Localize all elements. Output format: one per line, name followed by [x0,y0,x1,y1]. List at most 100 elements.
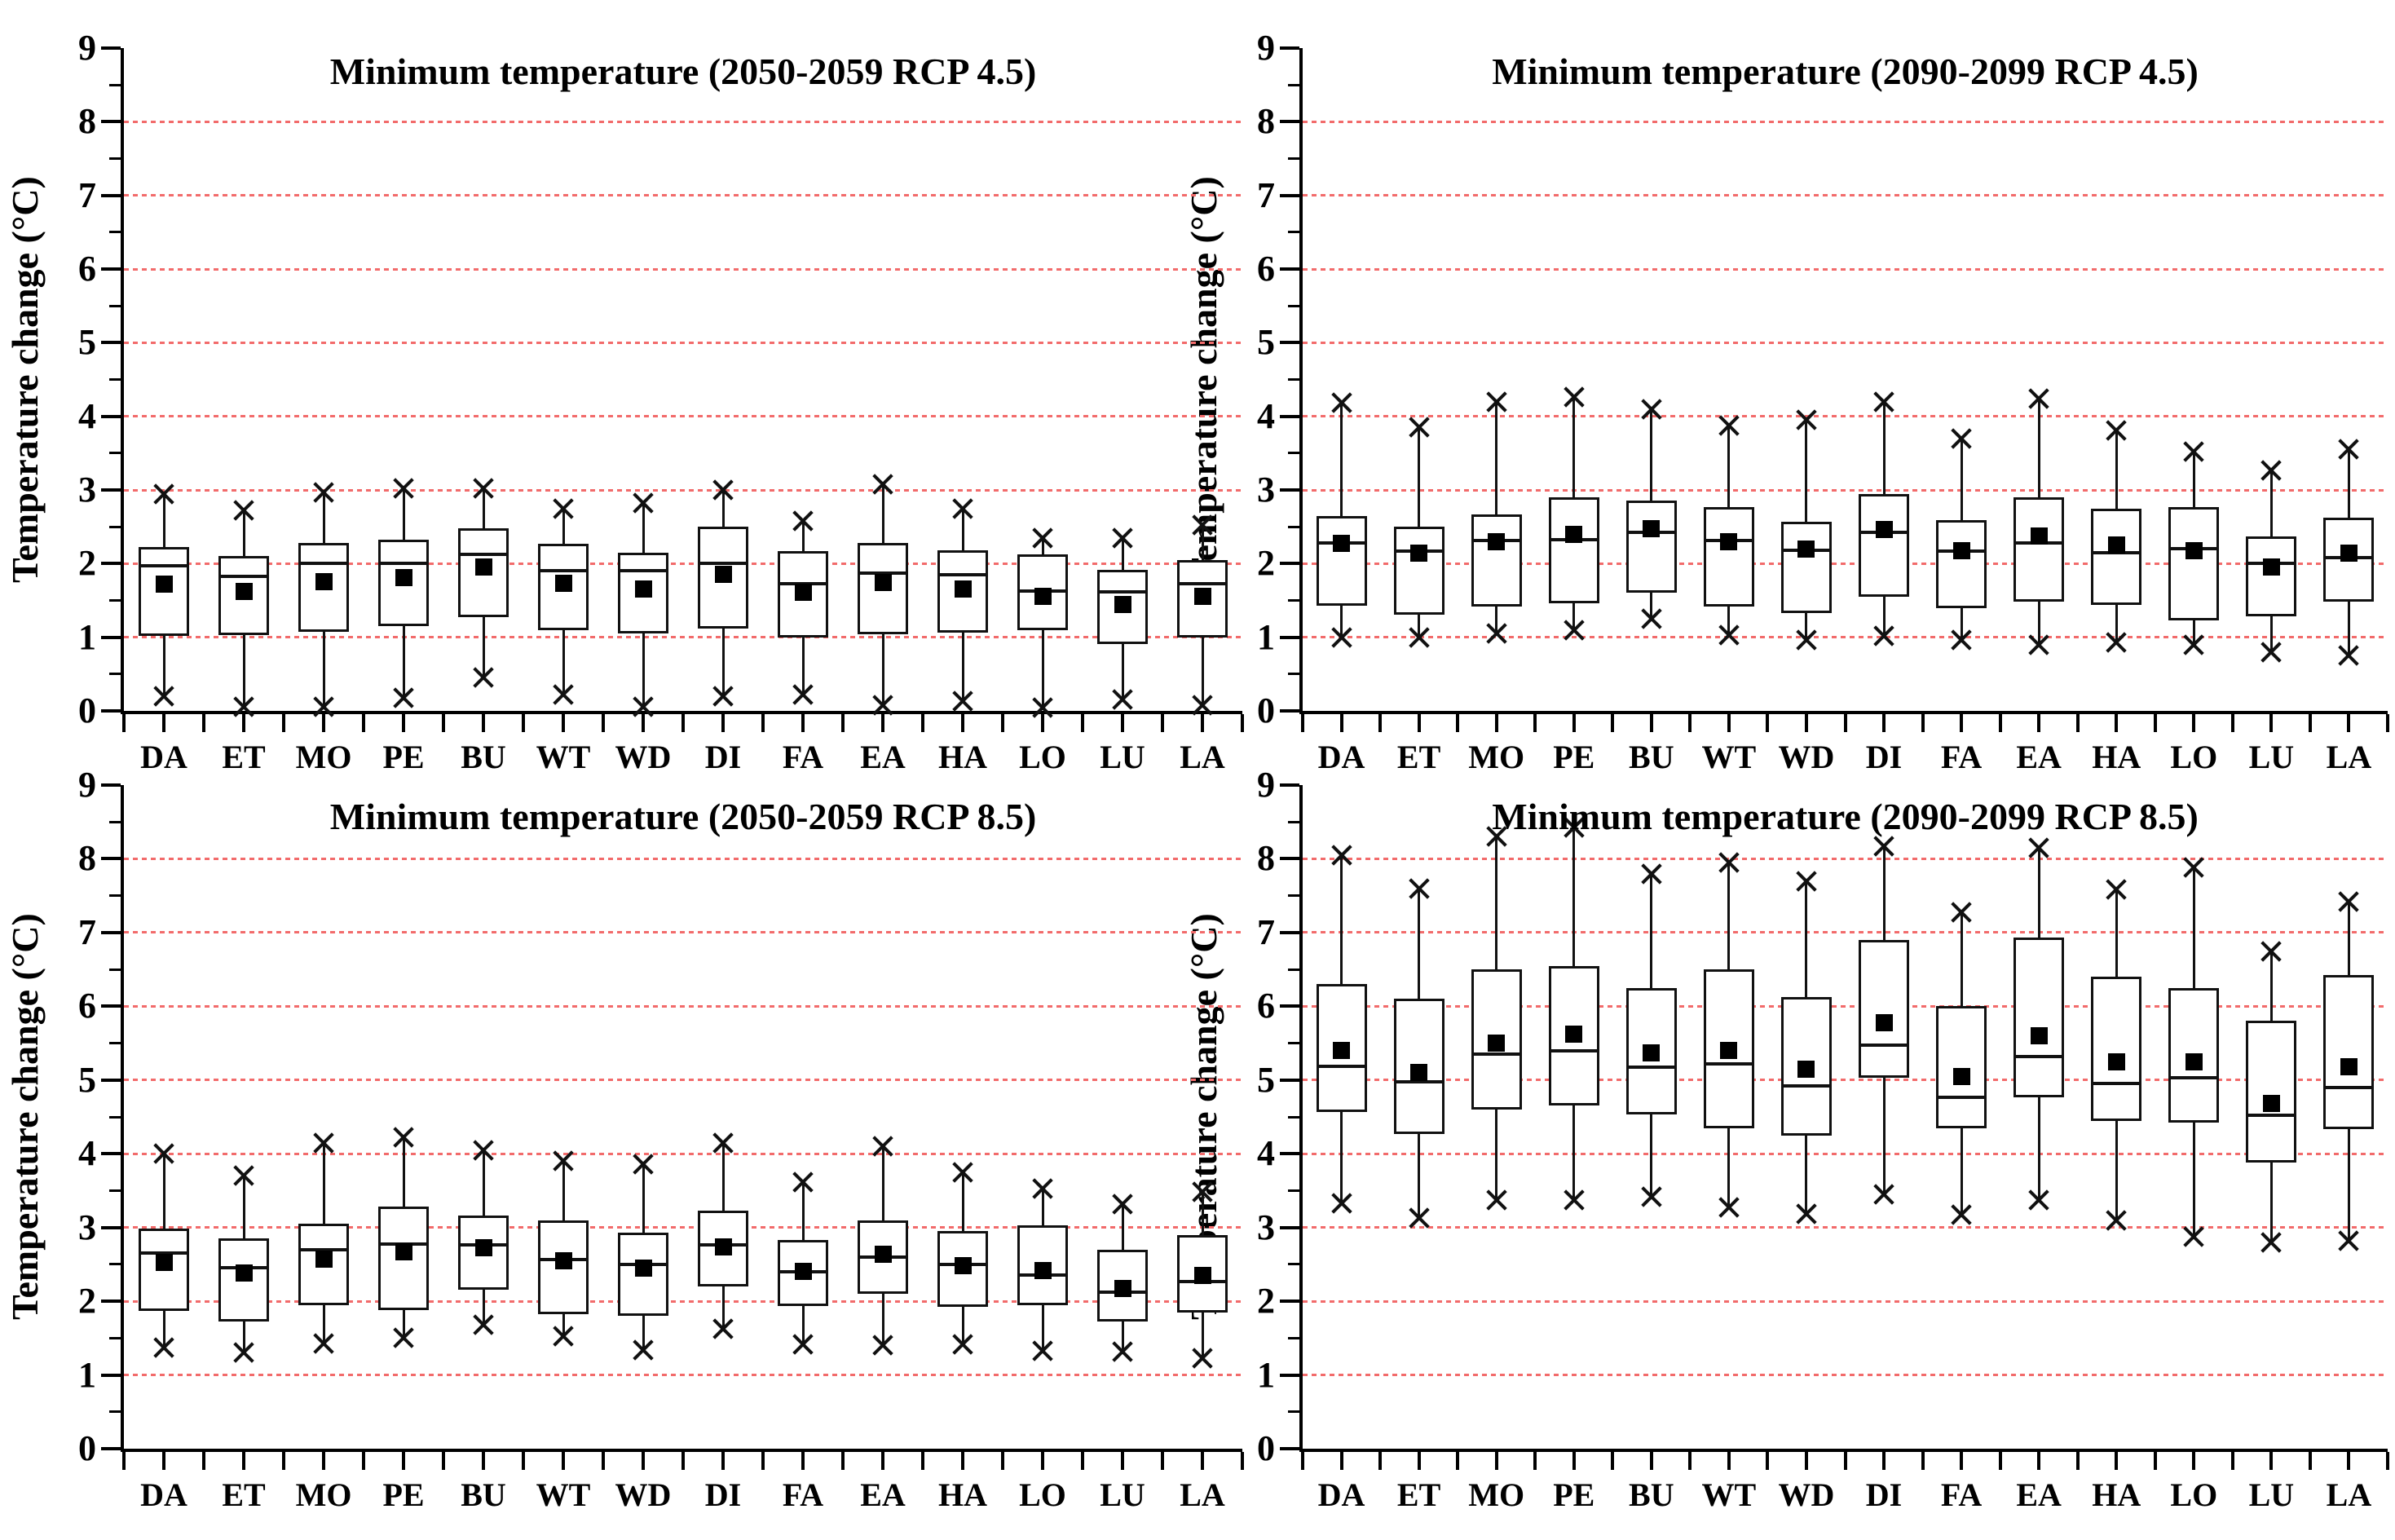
whisker-cap-max [1948,899,1974,925]
x-category-label: MO [1468,1476,1525,1513]
x-tick [2153,1452,2157,1470]
whisker-cap-max [1109,525,1136,551]
y-tick-minor [1288,83,1299,86]
x-tick [1417,1452,1421,1470]
x-category-label: ET [1396,739,1441,775]
y-tick-minor [109,894,121,898]
median-line [2171,1076,2217,1080]
mean-marker [155,1253,173,1271]
x-category-label: WD [1778,739,1835,775]
whisker-cap-max [950,496,976,522]
x-tick [2269,714,2274,732]
y-tick-label: 6 [1257,986,1275,1026]
y-tick-minor [1288,1263,1299,1266]
whisker-cap-min [311,1330,337,1357]
x-category-label: WD [615,739,672,775]
iqr-box [1936,1006,1987,1128]
whisker-cap-max [950,1159,976,1185]
iqr-box [1548,965,1599,1106]
y-tick-label: 3 [78,470,96,510]
y-tick-major [1280,562,1299,566]
whisker-cap-max [1716,849,1742,876]
y-tick-major [101,488,121,492]
median-line [1180,581,1225,585]
whisker-cap-min [790,682,816,708]
whisker-cap-max [390,1124,417,1150]
iqr-box [1017,554,1068,630]
mean-marker [474,558,492,576]
x-tick [2230,714,2234,732]
y-tick-label: 8 [78,838,96,879]
whisker-cap-min [710,683,736,709]
iqr-box [1097,569,1148,644]
whisker-cap-min [470,1312,496,1338]
gridline-6 [124,1004,1242,1008]
median-line [221,574,267,578]
x-tick [562,714,565,732]
x-tick [1041,1452,1044,1470]
whisker-cap-max [231,497,257,523]
x-tick [522,1452,525,1470]
y-tick-label: 9 [78,28,96,68]
y-tick-major [101,709,121,713]
x-category-label: EA [2016,1476,2062,1513]
mean-marker [395,1242,412,1260]
x-tick [761,1452,765,1470]
x-category-label: DI [1865,739,1903,775]
iqr-box [1703,969,1754,1128]
iqr-box [858,543,908,635]
mean-marker [2340,545,2358,563]
mean-marker [714,566,732,584]
y-tick-minor [1288,304,1299,307]
mean-marker [1114,1280,1131,1298]
x-category-label: FA [782,1476,824,1513]
whisker-cap-min [550,682,576,708]
median-line [2016,1054,2062,1058]
panel-title: Minimum temperature (2050-2059 RCP 4.5) [329,51,1037,92]
gridline-6 [1303,1004,2388,1008]
whisker-cap-max [1329,842,1355,868]
whisker-cap-max [1189,512,1215,538]
iqr-box [1859,493,1910,597]
x-tick [602,1452,605,1470]
y-tick-major [1280,488,1299,492]
whisker-cap-max [1189,1179,1215,1205]
gridline-8 [124,857,1242,860]
x-tick [2386,714,2389,732]
iqr-box [778,550,828,638]
mean-marker [634,1259,652,1277]
y-tick-minor [1288,968,1299,971]
mean-marker [1952,1067,1970,1085]
iqr-box [698,1210,748,1287]
y-tick-major [1280,1078,1299,1082]
whisker-cap-max [1948,426,1974,452]
y-tick-label: 9 [78,765,96,805]
mean-marker [1114,595,1131,613]
mean-marker [1034,1261,1052,1279]
mean-marker [1410,545,1428,563]
x-category-label: PE [382,1476,425,1513]
median-line [1938,1095,1985,1099]
x-category-label: LU [2248,739,2295,775]
gridline-1 [1303,1374,2388,1377]
median-line [1705,1061,1752,1066]
y-tick-major [101,1300,121,1304]
x-tick [362,714,365,732]
x-category-label: PE [1553,739,1595,775]
whisker-cap-min [231,694,257,720]
gridline-5 [124,1079,1242,1082]
x-category-label: HA [938,1476,987,1513]
whisker-cap-min [2026,1187,2052,1213]
y-tick-major [101,783,121,787]
iqr-box [1936,520,1987,608]
x-tick [1727,1452,1731,1470]
x-tick [1339,1452,1343,1470]
gridline-4 [124,415,1242,418]
y-tick-minor [1288,452,1299,455]
mean-marker [1875,1013,1893,1031]
gridline-4 [1303,415,2388,418]
y-tick-minor [1288,599,1299,602]
y-tick-label: 2 [1257,1281,1275,1322]
whisker-cap-min [1716,1194,1742,1220]
whisker-cap-max [1484,389,1510,415]
